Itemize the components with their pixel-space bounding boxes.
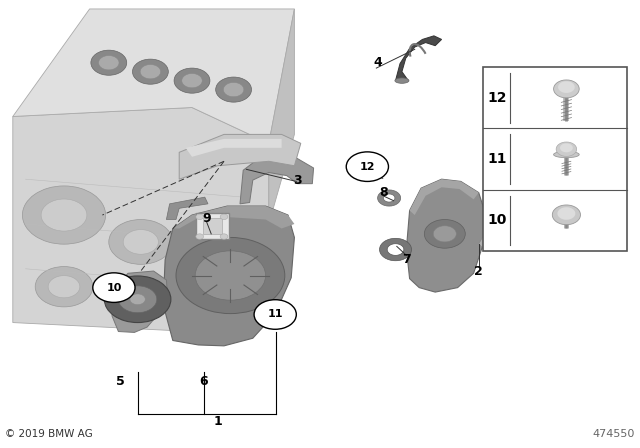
- Wedge shape: [130, 294, 145, 305]
- Polygon shape: [13, 108, 269, 332]
- Text: 12: 12: [488, 91, 507, 105]
- FancyBboxPatch shape: [203, 218, 222, 234]
- Text: 3: 3: [293, 173, 302, 187]
- Wedge shape: [216, 77, 252, 102]
- Wedge shape: [554, 80, 579, 98]
- Wedge shape: [140, 65, 161, 79]
- FancyBboxPatch shape: [483, 67, 627, 251]
- Ellipse shape: [554, 151, 579, 158]
- Polygon shape: [163, 206, 294, 346]
- Polygon shape: [410, 179, 479, 215]
- Wedge shape: [41, 199, 87, 231]
- Polygon shape: [112, 271, 168, 332]
- Wedge shape: [99, 56, 119, 70]
- Wedge shape: [109, 220, 173, 264]
- Wedge shape: [196, 214, 204, 220]
- Wedge shape: [182, 73, 202, 88]
- Polygon shape: [166, 197, 208, 220]
- Wedge shape: [558, 81, 575, 93]
- Polygon shape: [479, 229, 525, 251]
- Text: 10: 10: [488, 213, 507, 227]
- Wedge shape: [556, 142, 577, 156]
- Text: 11: 11: [488, 152, 507, 166]
- Wedge shape: [220, 214, 228, 220]
- Wedge shape: [552, 205, 580, 225]
- Polygon shape: [186, 139, 282, 157]
- Text: 9: 9: [202, 212, 211, 225]
- FancyBboxPatch shape: [196, 213, 229, 239]
- Wedge shape: [424, 220, 465, 248]
- Text: 2: 2: [474, 264, 483, 278]
- Text: 12: 12: [360, 162, 375, 172]
- Wedge shape: [104, 276, 171, 323]
- Wedge shape: [196, 234, 204, 239]
- Text: 6: 6: [199, 375, 208, 388]
- Text: 474550: 474550: [593, 429, 635, 439]
- Text: 8: 8: [380, 186, 388, 199]
- Polygon shape: [406, 179, 485, 292]
- Wedge shape: [123, 229, 159, 254]
- Wedge shape: [378, 190, 401, 206]
- Polygon shape: [192, 9, 294, 340]
- Ellipse shape: [395, 78, 409, 83]
- Wedge shape: [91, 50, 127, 75]
- Wedge shape: [380, 238, 412, 261]
- Wedge shape: [48, 276, 80, 298]
- Wedge shape: [132, 59, 168, 84]
- Wedge shape: [35, 267, 93, 307]
- Text: 5: 5: [116, 375, 125, 388]
- Wedge shape: [223, 82, 244, 97]
- Wedge shape: [433, 226, 456, 242]
- Polygon shape: [179, 134, 301, 179]
- Wedge shape: [195, 251, 266, 300]
- Wedge shape: [346, 152, 388, 181]
- Text: 11: 11: [268, 310, 283, 319]
- Polygon shape: [396, 36, 442, 81]
- Text: 10: 10: [106, 283, 122, 293]
- Text: 4: 4: [373, 56, 382, 69]
- Wedge shape: [93, 273, 135, 302]
- Wedge shape: [254, 300, 296, 329]
- Polygon shape: [13, 9, 294, 143]
- Wedge shape: [174, 68, 210, 93]
- Polygon shape: [173, 206, 294, 228]
- Wedge shape: [22, 186, 106, 244]
- Wedge shape: [118, 286, 157, 313]
- Text: © 2019 BMW AG: © 2019 BMW AG: [5, 429, 93, 439]
- Text: 1: 1: [213, 414, 222, 428]
- Wedge shape: [557, 207, 575, 220]
- Wedge shape: [220, 234, 228, 239]
- Text: 7: 7: [402, 253, 411, 267]
- Wedge shape: [176, 237, 285, 314]
- Wedge shape: [560, 143, 573, 152]
- Polygon shape: [240, 153, 314, 204]
